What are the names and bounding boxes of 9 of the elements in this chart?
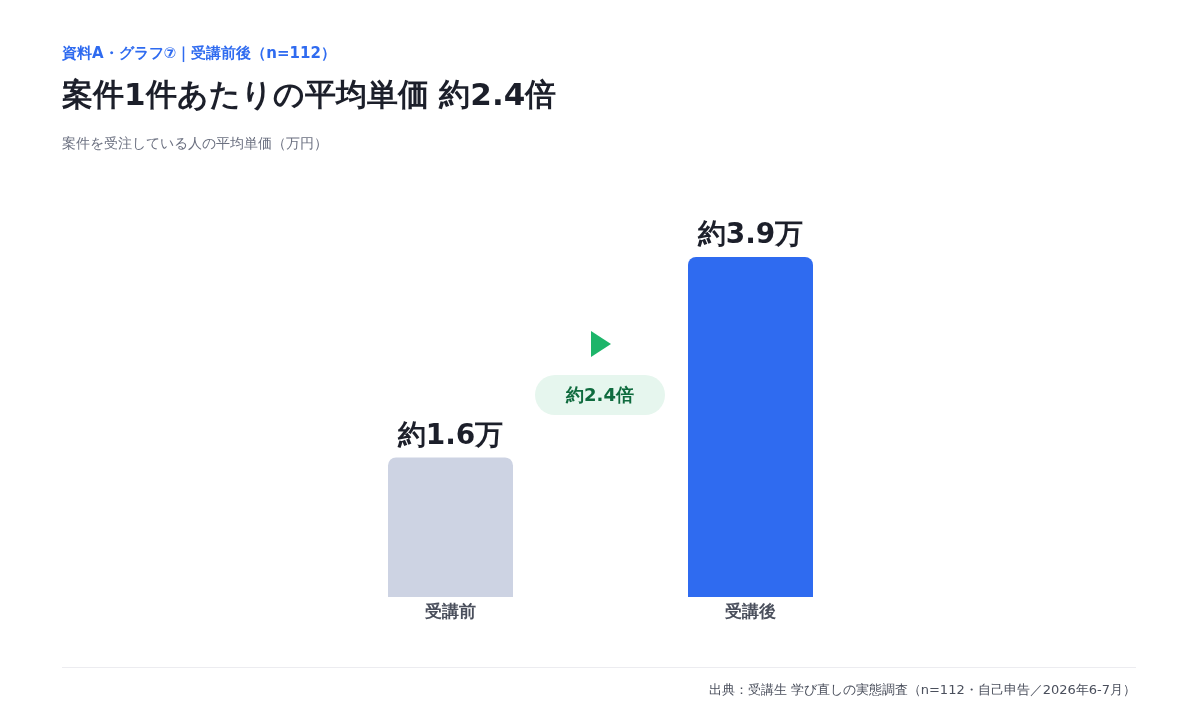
chart-subtitle: 資料A・グラフ⑦｜受講前後（n=112） [62,44,336,63]
data-label: 約1.6万 [396,417,504,451]
x-tick-label: 受講前 [424,601,476,622]
text: 案件を受注している人の平均単価（万円） [62,135,328,153]
chart-title: 案件1件あたりの平均単価 約2.4倍 [62,75,557,114]
badge: 約2.4倍 [535,375,665,415]
data-label: 約3.9万 [696,217,804,250]
source-note: 出典：受講生 学び直しの実態調査（n=112・自己申告／2026年6-7月） [708,681,1136,699]
x-tick-label: 受講後 [724,601,776,622]
